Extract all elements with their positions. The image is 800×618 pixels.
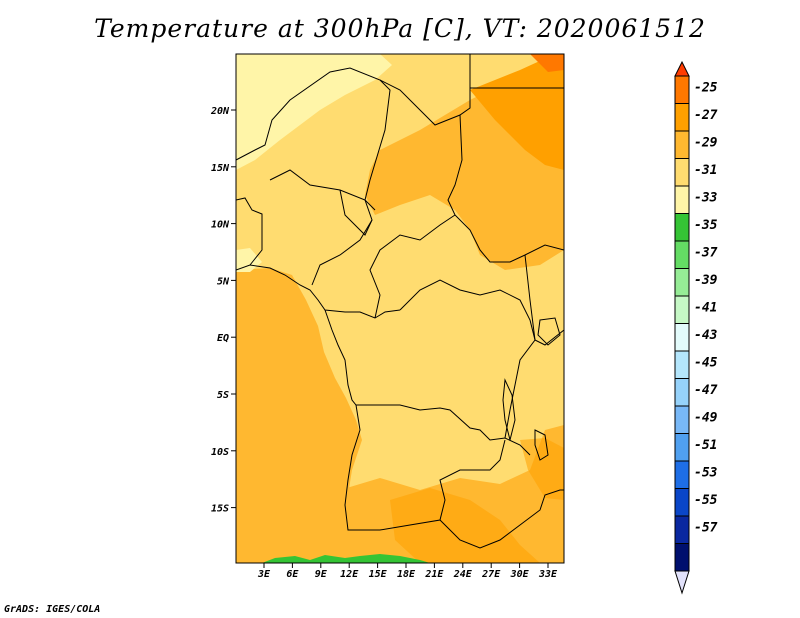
colorbar-label: -57 <box>694 521 718 536</box>
lon-label: 27E <box>481 569 501 580</box>
lon-label: 3E <box>257 569 271 580</box>
lat-label: 5N <box>217 276 230 287</box>
colorbar-swatch <box>674 543 690 572</box>
colorbar-swatch <box>674 515 690 544</box>
band-27-29-south <box>390 488 540 563</box>
colorbar-label: -55 <box>694 493 718 508</box>
colorbar-top-arrow <box>674 60 690 77</box>
colorbar-label: -37 <box>694 246 718 261</box>
band-35-37-south <box>262 554 430 563</box>
colorbar-label: -39 <box>694 273 718 288</box>
lat-label: 10S <box>211 447 229 458</box>
lon-label: 30E <box>510 569 530 580</box>
colorbar-swatch <box>674 350 690 379</box>
lat-label: 15S <box>211 504 229 515</box>
colorbar-swatch <box>674 323 690 352</box>
lat-label: 10N <box>211 220 230 231</box>
lakes <box>502 317 561 461</box>
colorbar-swatch <box>674 158 690 187</box>
longitude-axis: 3E 6E 9E 12E 15E 18E 21E 24E 27E 30E 33E <box>257 563 558 580</box>
band-27-29-northeast <box>470 54 564 170</box>
colorbar-swatch <box>674 295 690 324</box>
lat-label: 15N <box>211 163 230 174</box>
colorbar-swatch <box>674 460 690 489</box>
colorbar-bottom-arrow <box>674 570 690 595</box>
colorbar-swatch <box>674 130 690 159</box>
country-borders <box>236 54 564 549</box>
colorbar-label: -41 <box>694 301 717 316</box>
colorbar-label: -47 <box>694 383 718 398</box>
colorbar-label: -53 <box>694 466 718 481</box>
lon-label: 9E <box>315 569 328 580</box>
colorbar-label: -51 <box>694 438 717 453</box>
colorbar-label: -25 <box>694 81 718 96</box>
colorbar-swatch <box>674 75 690 104</box>
latitude-axis: 20N 15N 10N 5N EQ 5S 10S 15S <box>210 106 236 515</box>
lat-label: 5S <box>217 390 229 401</box>
colorbar-label: -35 <box>694 218 718 233</box>
colorbar-swatch <box>674 378 690 407</box>
band-33-35-northwest <box>236 54 392 170</box>
lon-label: 21E <box>424 569 444 580</box>
colorbar-swatch <box>674 268 690 297</box>
chart-title: Temperature at 300hPa [C], VT: 202006151… <box>94 14 706 43</box>
colorbar-swatch <box>674 103 690 132</box>
colorbar-swatch <box>674 240 690 269</box>
band-27-29-east <box>520 438 564 500</box>
colorbar-label: -49 <box>694 411 718 426</box>
colorbar-swatch <box>674 213 690 242</box>
lon-label: 18E <box>397 569 416 580</box>
colorbar-label: -43 <box>694 328 718 343</box>
colorbar-label: -33 <box>694 191 718 206</box>
colorbar-swatch <box>674 488 690 517</box>
lon-label: 24E <box>453 569 473 580</box>
map-frame <box>235 53 565 564</box>
lat-label: 20N <box>210 106 230 117</box>
colorbar-label: -29 <box>694 136 718 151</box>
lon-label: 12E <box>340 569 359 580</box>
lon-label: 15E <box>369 569 388 580</box>
colorbar-label: -27 <box>694 108 718 123</box>
band-25-27-northeast <box>530 54 564 72</box>
lon-label: 6E <box>286 569 299 580</box>
lon-label: 33E <box>538 569 558 580</box>
colorbar-label: -31 <box>694 163 717 178</box>
colorbar-swatch <box>674 405 690 434</box>
temperature-field <box>236 54 564 563</box>
colorbar-swatch <box>674 185 690 214</box>
colorbar: -25 -27 -29 -31 -33 -35 -37 -39 -41 -43 -45 -47 -49 -… <box>674 60 718 595</box>
colorbar-swatch <box>674 433 690 462</box>
lat-label: EQ <box>217 333 229 344</box>
grads-credit: GrADS: IGES/COLA <box>4 604 101 615</box>
colorbar-label: -45 <box>694 356 718 371</box>
